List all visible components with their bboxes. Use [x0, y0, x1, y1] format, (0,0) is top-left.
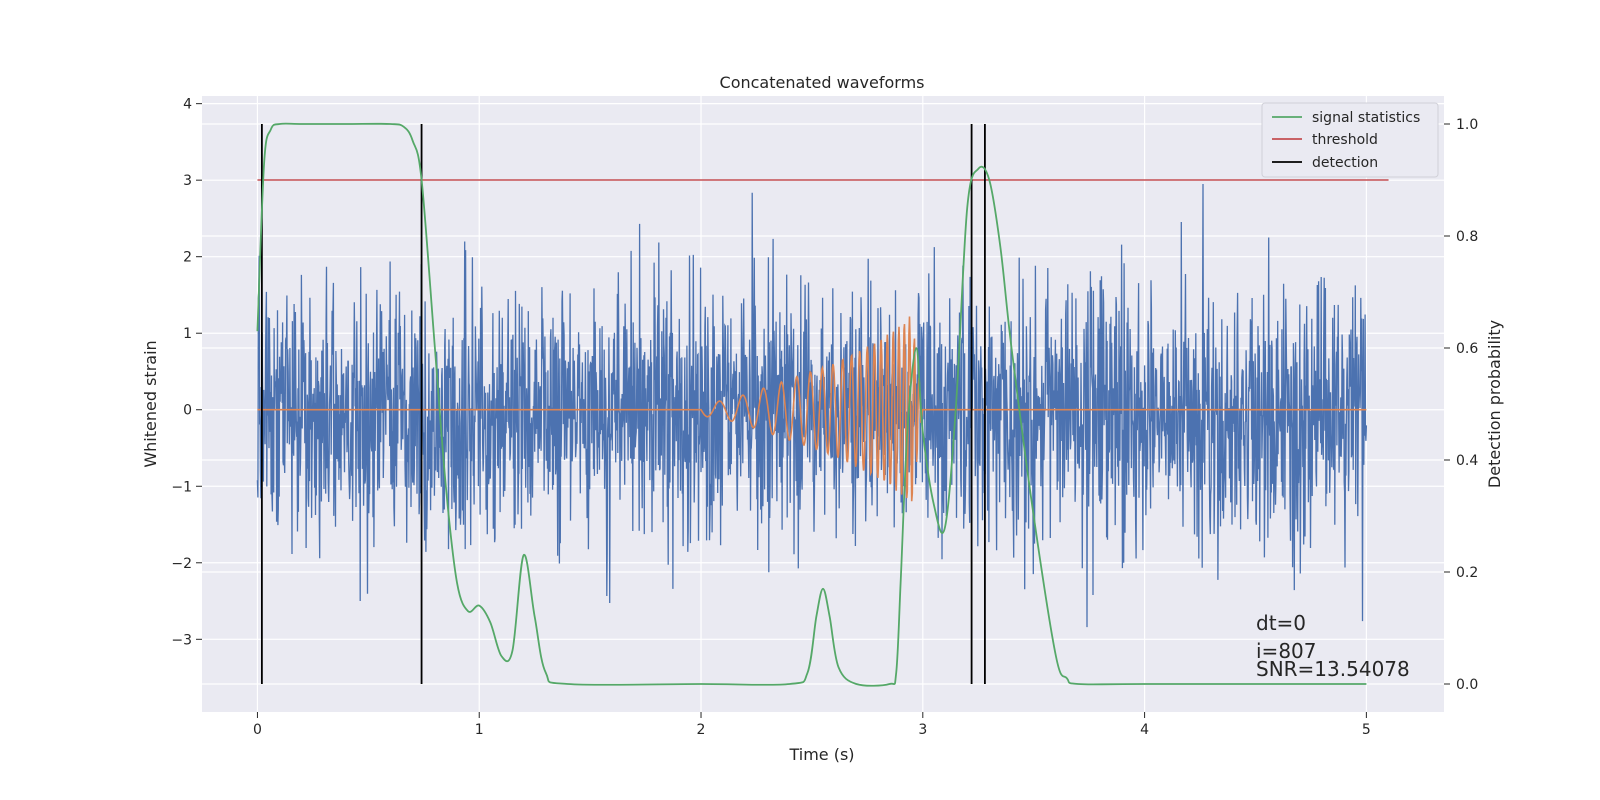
strain-line [256, 183, 1368, 628]
y-tick-label: 1 [183, 326, 192, 342]
chart-title: Concatenated waveforms [720, 73, 925, 92]
y-tick-label: −1 [171, 479, 192, 495]
annotation-index: i=807 [1256, 639, 1317, 663]
right-y-axis-label: Detection probability [1485, 320, 1504, 488]
legend-label-detection: detection [1312, 155, 1378, 171]
right-y-tick-label: 1.0 [1456, 117, 1478, 133]
legend-box [1261, 102, 1439, 178]
waveform-line [257, 316, 1367, 502]
annotation-dt: dt=0 [1256, 611, 1306, 635]
y-tick-label: 3 [183, 173, 192, 189]
y-tick-label: 4 [183, 97, 192, 113]
strain-series [256, 183, 1368, 628]
y-tick-label: 0 [183, 403, 192, 419]
right-y-tick-label: 0.8 [1456, 229, 1478, 245]
x-tick-label: 5 [1362, 722, 1371, 738]
legend-label-signal-statistics: signal statistics [1312, 110, 1420, 126]
x-tick-label: 2 [697, 722, 706, 738]
x-tick-label: 4 [1140, 722, 1149, 738]
right-y-ticks: 0.0 0.2 0.4 0.6 0.8 1.0 [1444, 117, 1478, 693]
legend-label-threshold: threshold [1312, 132, 1378, 148]
right-y-tick-label: 0.4 [1456, 453, 1478, 469]
x-tick-label: 1 [475, 722, 484, 738]
x-tick-label: 3 [918, 722, 927, 738]
right-y-tick-label: 0.0 [1456, 677, 1478, 693]
y-ticks: −3 −2 −1 0 1 2 3 4 [171, 97, 202, 648]
waveform-series [257, 316, 1367, 502]
signal-statistics-line [256, 122, 1367, 687]
y-tick-label: 2 [183, 250, 192, 266]
annotation-snr: SNR=13.54078 [1256, 657, 1410, 681]
legend: signal statistics threshold detection [1261, 102, 1439, 178]
y-axis-label: Whitened strain [141, 340, 160, 467]
right-y-tick-label: 0.2 [1456, 565, 1478, 581]
right-y-tick-label: 0.6 [1456, 341, 1478, 357]
signal-statistics-series [256, 122, 1367, 687]
y-tick-label: −2 [171, 556, 192, 572]
x-tick-label: 0 [253, 722, 262, 738]
y-tick-label: −3 [171, 632, 192, 648]
x-axis-label: Time (s) [788, 745, 854, 764]
x-ticks: 0 1 2 3 4 5 [253, 712, 1371, 738]
